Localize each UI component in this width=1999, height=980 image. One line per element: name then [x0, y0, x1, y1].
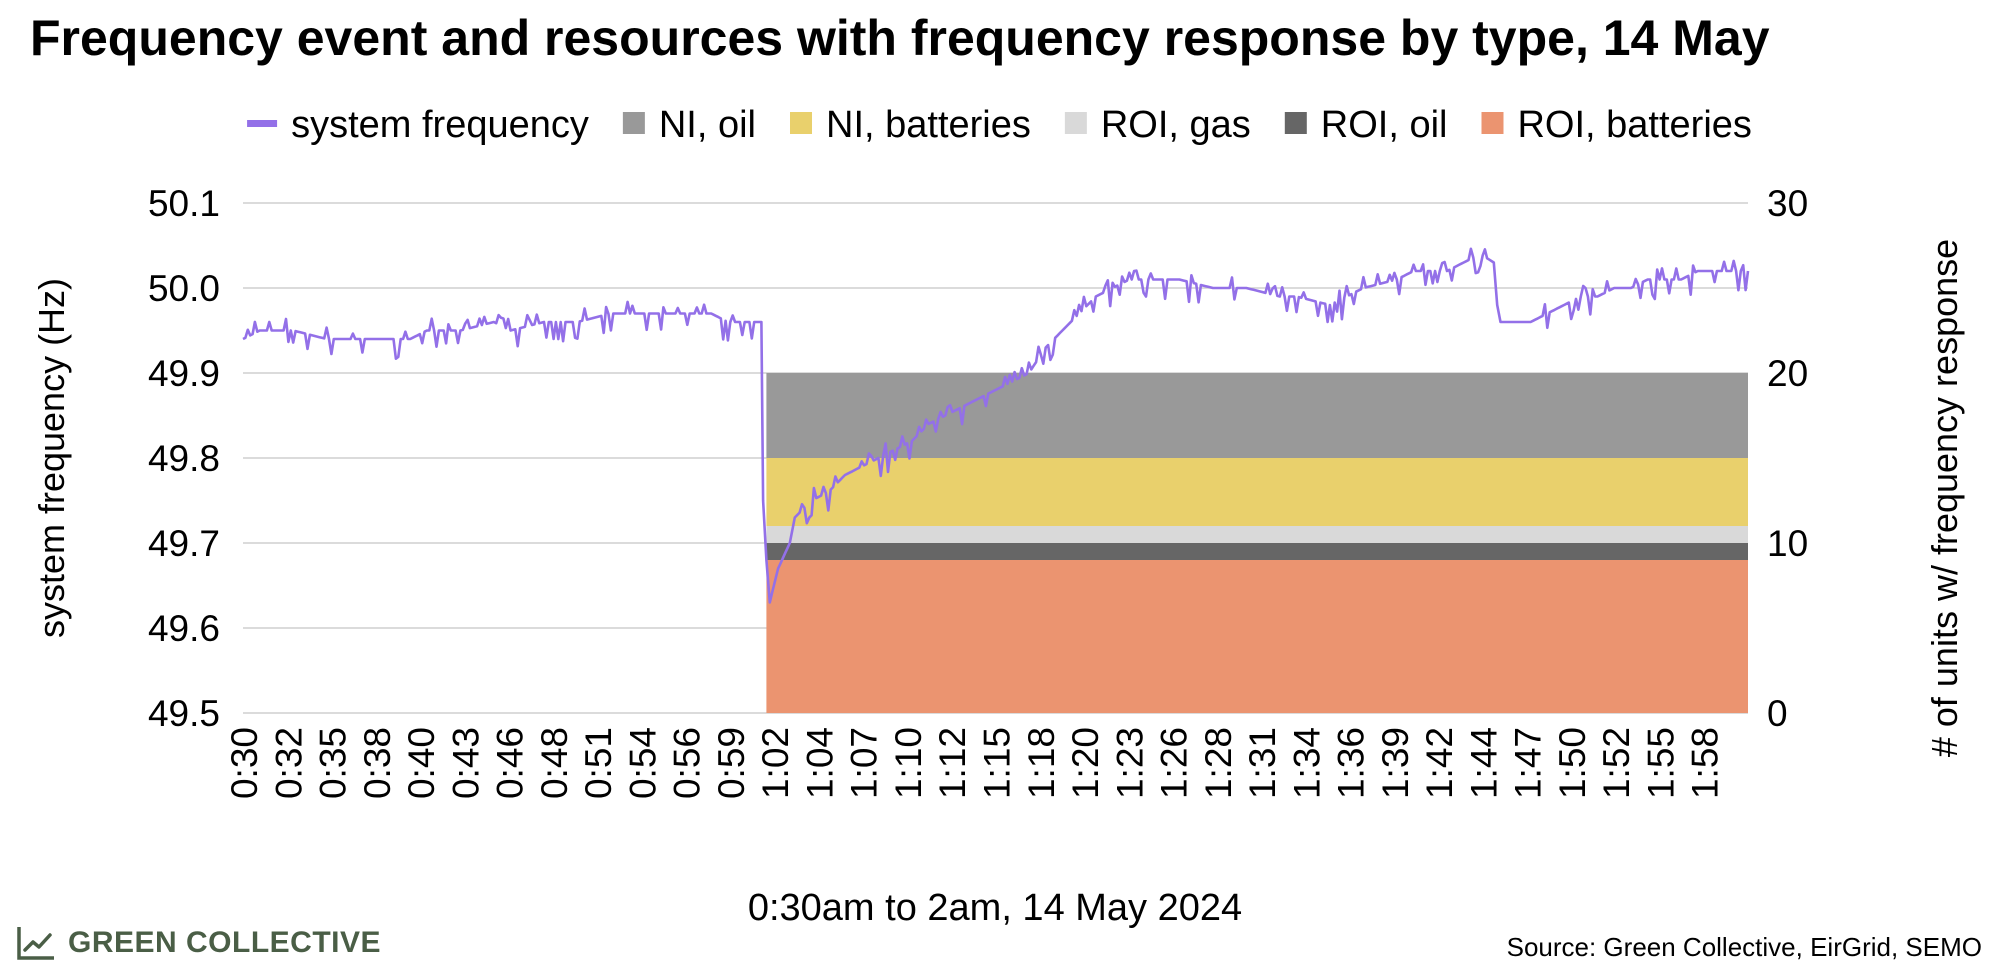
- y-tick-label: 49.9: [148, 353, 220, 394]
- legend-label: NI, oil: [659, 104, 756, 146]
- legend-swatch: [1284, 112, 1307, 134]
- x-tick-label: 1:34: [1286, 727, 1327, 799]
- x-tick-label: 1:52: [1596, 727, 1637, 799]
- legend-label: ROI, gas: [1101, 104, 1251, 146]
- legend-label: ROI, oil: [1321, 104, 1448, 146]
- y2-tick-label: 0: [1767, 693, 1788, 734]
- y-tick-label: 50.1: [148, 183, 220, 224]
- chart-title: Frequency event and resources with frequ…: [30, 10, 1770, 66]
- x-tick-label: 1:15: [977, 727, 1018, 799]
- y-tick-label: 49.7: [148, 523, 220, 564]
- x-tick-label: 1:26: [1154, 727, 1195, 799]
- legend-swatch: [247, 120, 278, 127]
- x-tick-label: 1:47: [1508, 727, 1549, 799]
- x-tick-label: 1:20: [1065, 727, 1106, 799]
- x-tick-label: 0:48: [534, 727, 575, 799]
- x-tick-label: 0:40: [401, 727, 442, 799]
- y2-tick-label: 20: [1767, 353, 1808, 394]
- brand-name: GREEN COLLECTIVE: [68, 926, 382, 959]
- y2-axis-label: # of units w/ frequency response: [1924, 239, 1965, 757]
- y-tick-label: 49.6: [148, 608, 220, 649]
- y2-axis-ticks: 0 10 20 30: [1767, 183, 1808, 734]
- stack-segment: [766, 458, 1748, 526]
- line-series: [242, 247, 1750, 604]
- stack-segment: [766, 543, 1748, 560]
- x-axis-label: 0:30am to 2am, 14 May 2024: [748, 887, 1242, 929]
- x-tick-label: 0:32: [268, 727, 309, 799]
- x-tick-label: 1:55: [1640, 727, 1681, 799]
- x-tick-label: 1:12: [932, 727, 973, 799]
- x-tick-label: 0:51: [578, 727, 619, 799]
- x-tick-label: 0:59: [711, 727, 752, 799]
- x-tick-label: 1:23: [1109, 727, 1150, 799]
- legend-label: system frequency: [291, 104, 589, 146]
- legend-label: ROI, batteries: [1517, 104, 1751, 146]
- x-tick-label: 1:10: [888, 727, 929, 799]
- y-axis-ticks: 49.5 49.6 49.7 49.8 49.9 50.0 50.1: [148, 183, 220, 734]
- y-tick-label: 50.0: [148, 268, 220, 309]
- x-tick-label: 1:02: [755, 727, 796, 799]
- legend-swatch: [622, 112, 645, 134]
- x-tick-label: 0:35: [313, 727, 354, 799]
- source-note: Source: Green Collective, EirGrid, SEMO: [1507, 932, 1982, 962]
- legend-swatch: [790, 112, 813, 134]
- x-tick-label: 1:18: [1021, 727, 1062, 799]
- line-chart-icon: [17, 927, 54, 960]
- x-tick-label: 1:42: [1419, 727, 1460, 799]
- y-axis-label: system frequency (Hz): [31, 278, 72, 638]
- y2-tick-label: 30: [1767, 183, 1808, 224]
- x-tick-label: 1:31: [1242, 727, 1283, 799]
- x-tick-label: 1:07: [844, 727, 885, 799]
- stack-segment: [766, 560, 1748, 713]
- x-tick-label: 0:38: [357, 727, 398, 799]
- legend: system frequency NI, oil NI, batteries ROI,…: [247, 104, 1752, 146]
- x-tick-label: 0:46: [490, 727, 531, 799]
- frequency-line: [242, 247, 1750, 604]
- x-tick-label: 0:43: [445, 727, 486, 799]
- x-tick-label: 1:04: [799, 727, 840, 799]
- x-tick-label: 1:58: [1685, 727, 1726, 799]
- legend-swatch: [1064, 112, 1087, 134]
- legend-label: NI, batteries: [826, 104, 1031, 146]
- y-tick-label: 49.8: [148, 438, 220, 479]
- x-tick-label: 1:36: [1331, 727, 1372, 799]
- x-tick-label: 1:44: [1463, 727, 1504, 799]
- brand-logo: GREEN COLLECTIVE: [16, 925, 381, 961]
- x-tick-label: 1:39: [1375, 727, 1416, 799]
- stacked-bars: [766, 373, 1748, 713]
- y-tick-label: 49.5: [148, 693, 220, 734]
- x-tick-label: 1:28: [1198, 727, 1239, 799]
- x-tick-label: 0:54: [622, 727, 663, 799]
- x-tick-label: 1:50: [1552, 727, 1593, 799]
- stack-segment: [766, 373, 1748, 458]
- y2-tick-label: 10: [1767, 523, 1808, 564]
- stack-segment: [766, 526, 1748, 543]
- legend-swatch: [1481, 112, 1504, 134]
- x-axis-ticks: 0:30 0:32 0:35 0:38 0:40 0:43 0:46 0:48 0:51 0:54…: [224, 727, 1726, 799]
- x-tick-label: 0:30: [224, 727, 265, 799]
- x-tick-label: 0:56: [667, 727, 708, 799]
